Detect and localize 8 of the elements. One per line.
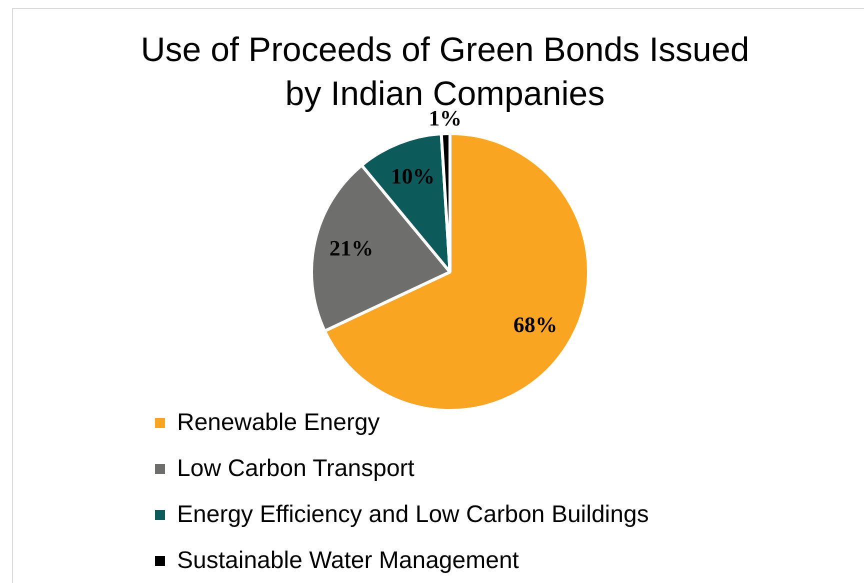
legend-label: Sustainable Water Management — [177, 547, 519, 575]
data-label: 68% — [513, 312, 558, 337]
legend-label: Energy Efficiency and Low Carbon Buildings — [177, 501, 649, 529]
data-label: 21% — [329, 236, 374, 261]
data-label: 1% — [428, 105, 462, 130]
legend-label: Renewable Energy — [177, 409, 380, 437]
data-label: 10% — [390, 164, 435, 189]
legend-label: Low Carbon Transport — [177, 455, 414, 483]
